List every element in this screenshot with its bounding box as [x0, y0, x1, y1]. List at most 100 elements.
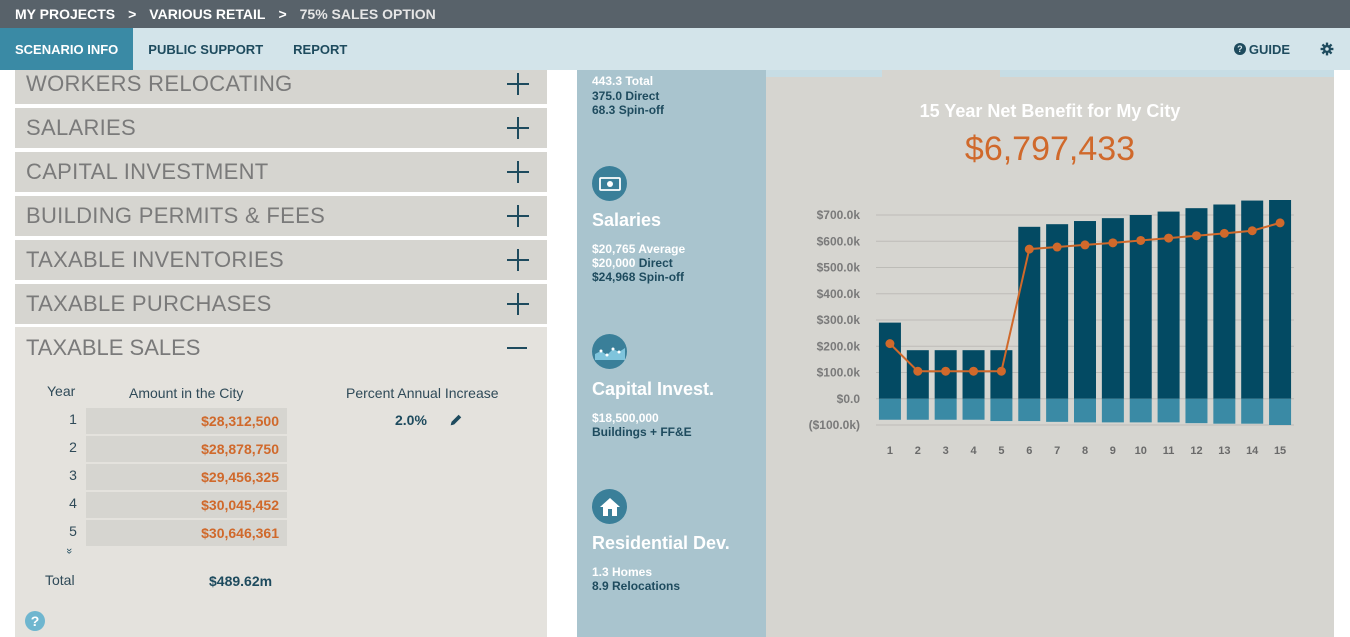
x-tick-label: 4 [970, 445, 977, 457]
residential-homes: 1.3 Homes [592, 565, 653, 579]
x-tick-label: 7 [1054, 445, 1060, 457]
panel-tab-strip [766, 70, 882, 77]
bar-negative [1241, 398, 1264, 424]
plus-icon[interactable] [507, 73, 529, 95]
bar-negative [1074, 398, 1096, 423]
money-icon [592, 166, 627, 201]
bar-positive [1074, 221, 1096, 399]
amount-cell[interactable]: $28,878,750 [86, 436, 287, 462]
line-point [913, 366, 923, 376]
accordion-capital-investment[interactable]: CAPITAL INVESTMENT [15, 152, 547, 192]
year-cell: 3 [69, 467, 77, 483]
bar-negative [906, 398, 929, 420]
accordion-label: TAXABLE INVENTORIES [26, 247, 284, 272]
bar-negative [1046, 398, 1069, 422]
x-tick-label: 13 [1218, 445, 1230, 457]
amount-cell[interactable]: $29,456,325 [86, 464, 287, 490]
capital-title: Capital Invest. [592, 379, 715, 399]
bar-positive [1157, 211, 1180, 399]
x-tick-label: 6 [1026, 445, 1032, 457]
accordion-building-permits[interactable]: BUILDING PERMITS & FEES [15, 196, 547, 236]
main-nav: SCENARIO INFO PUBLIC SUPPORT REPORT ? GU… [0, 28, 1350, 70]
salaries-direct-label: Direct [638, 256, 673, 270]
capital-amount: $18,500,000 [592, 411, 659, 425]
amount-cell[interactable]: $30,045,452 [86, 492, 287, 518]
workers-spinoff: 68.3 Spin-off [592, 103, 664, 117]
capital-description: Buildings + FF&E [592, 425, 692, 439]
pencil-icon[interactable] [449, 413, 463, 427]
accordion-header[interactable]: TAXABLE SALES [15, 327, 547, 369]
plus-icon[interactable] [507, 117, 529, 139]
tab-scenario-info[interactable]: SCENARIO INFO [0, 28, 134, 70]
accordion-label: SALARIES [26, 115, 137, 140]
workers-direct-label: Direct [625, 89, 660, 103]
amount-cell[interactable]: $28,312,500 [86, 408, 287, 434]
salaries-spinoff-value: $24,968 [592, 270, 636, 284]
y-tick-label: $500.0k [817, 261, 861, 275]
bar-negative [962, 398, 985, 420]
plus-icon[interactable] [507, 205, 529, 227]
accordion-label: CAPITAL INVESTMENT [26, 159, 269, 184]
amount-column-header: Amount in the City [129, 385, 244, 401]
breadcrumb-my-projects[interactable]: MY PROJECTS [15, 6, 116, 22]
y-tick-label: $600.0k [817, 234, 861, 248]
accordion-label: TAXABLE PURCHASES [26, 291, 272, 316]
chart-title: 15 Year Net Benefit for My City [919, 101, 1181, 121]
accordion-taxable-inventories[interactable]: TAXABLE INVENTORIES [15, 240, 547, 280]
accordion-salaries[interactable]: SALARIES [15, 108, 547, 148]
tab-report[interactable]: REPORT [293, 41, 348, 57]
line-point [1191, 231, 1201, 241]
tab-public-support[interactable]: PUBLIC SUPPORT [148, 41, 264, 57]
net-benefit-chart: $700.0k $600.0k $500.0k $400.0k $300.0k $200.… [809, 200, 1294, 457]
y-tick-label: $200.0k [817, 339, 861, 353]
y-tick-label: $0.0 [837, 392, 861, 406]
accordion-taxable-purchases[interactable]: TAXABLE PURCHASES [15, 284, 547, 324]
plus-icon[interactable] [507, 293, 529, 315]
bar-positive [878, 322, 901, 399]
salaries-title: Salaries [592, 210, 662, 230]
breadcrumb-project[interactable]: VARIOUS RETAIL [149, 6, 266, 22]
bar-positive [1213, 204, 1236, 399]
breadcrumb-separator: > [278, 6, 287, 22]
accordion-taxable-sales: TAXABLE SALES Year Amount in the City Pe… [15, 327, 547, 637]
x-tick-label: 3 [943, 445, 949, 457]
accordion-workers-relocating[interactable]: WORKERS RELOCATING [15, 70, 547, 104]
x-tick-label: 12 [1190, 445, 1202, 457]
help-icon[interactable]: ? [25, 611, 45, 631]
x-tick-label: 5 [998, 445, 1004, 457]
net-benefit-panel: 15 Year Net Benefit for My City $6,797,4… [766, 70, 1334, 637]
year-cell: 5 [69, 523, 77, 539]
guide-button[interactable]: ? GUIDE [1233, 41, 1290, 57]
workers-direct: 375.0 Direct [592, 89, 659, 103]
year-cell: 2 [69, 439, 77, 455]
guide-label: GUIDE [1248, 41, 1290, 57]
salaries-average: $20,765 Average [592, 242, 686, 256]
y-tick-label: $300.0k [817, 313, 861, 327]
net-benefit-total: $6,797,433 [964, 130, 1136, 168]
summary-column: 443.3 Total 375.0 Direct 68.3 Spin-off S… [577, 70, 766, 637]
percent-increase-value: 2.0% [395, 412, 427, 428]
expand-rows-icon[interactable]: » [63, 547, 76, 555]
x-tick-label: 2 [915, 445, 921, 457]
scroll-gutter [1334, 70, 1350, 637]
plus-icon[interactable] [507, 249, 529, 271]
bar-negative [934, 398, 957, 420]
bar-negative [1157, 398, 1180, 423]
x-tick-label: 1 [887, 445, 893, 457]
breadcrumb-separator: > [128, 6, 137, 22]
minus-icon[interactable] [507, 347, 527, 349]
accordion-label: TAXABLE SALES [26, 335, 201, 360]
trend-chart-icon [592, 334, 627, 369]
plus-icon[interactable] [507, 161, 529, 183]
amount-cell[interactable]: $30,646,361 [86, 520, 287, 546]
bar-negative [1018, 398, 1041, 422]
year-cell: 1 [69, 411, 77, 427]
salaries-direct-value: $20,000 [592, 256, 636, 270]
line-point [1275, 218, 1285, 228]
workers-direct-value: 375.0 [592, 89, 623, 103]
gear-icon[interactable] [1320, 42, 1334, 56]
residential-relocations: 8.9 Relocations [592, 579, 681, 593]
total-value: $489.62m [209, 573, 273, 589]
bar-negative [878, 398, 901, 420]
bar-positive [1185, 208, 1208, 399]
